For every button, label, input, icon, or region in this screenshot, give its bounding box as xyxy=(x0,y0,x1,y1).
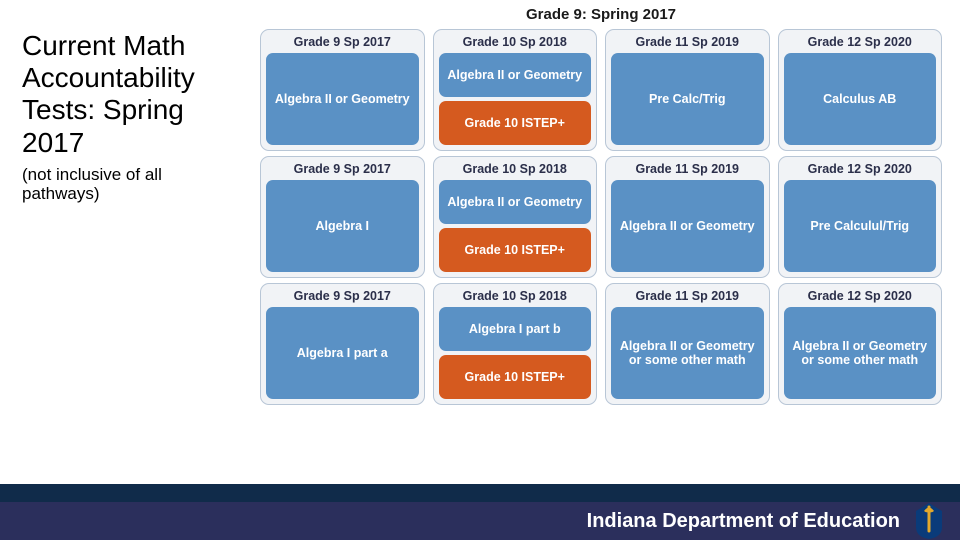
grade-card: Grade 10 Sp 2018 Algebra II or GeometryGr… xyxy=(433,156,598,278)
card-blocks: Algebra II or GeometryGrade 10 ISTEP+ xyxy=(439,53,592,145)
grade-card: Grade 11 Sp 2019 Pre Calc/Trig xyxy=(605,29,770,151)
card-blocks: Algebra I xyxy=(266,180,419,272)
grade-banner: Grade 9: Spring 2017 xyxy=(260,6,942,23)
assessment-block: Grade 10 ISTEP+ xyxy=(439,101,592,145)
grade-card: Grade 12 Sp 2020 Calculus AB xyxy=(778,29,943,151)
card-header: Grade 12 Sp 2020 xyxy=(784,162,937,176)
course-block: Algebra II or Geometry xyxy=(611,180,764,272)
slide-content: Current Math Accountability Tests: Sprin… xyxy=(0,0,960,484)
card-blocks: Algebra II or Geometry xyxy=(266,53,419,145)
card-blocks: Algebra I part bGrade 10 ISTEP+ xyxy=(439,307,592,399)
grade-card: Grade 11 Sp 2019 Algebra II or Geometry xyxy=(605,156,770,278)
card-blocks: Pre Calculul/Trig xyxy=(784,180,937,272)
slide-subtitle: (not inclusive of all pathways) xyxy=(22,165,242,204)
pathway-row: Grade 9 Sp 2017Algebra I part aGrade 10 … xyxy=(260,283,942,405)
slide-title: Current Math Accountability Tests: Sprin… xyxy=(22,30,242,159)
card-header: Grade 10 Sp 2018 xyxy=(439,289,592,303)
assessment-block: Grade 10 ISTEP+ xyxy=(439,355,592,399)
card-blocks: Algebra II or Geometry or some other mat… xyxy=(784,307,937,399)
grade-card: Grade 9 Sp 2017 Algebra I xyxy=(260,156,425,278)
footer: Indiana Department of Education xyxy=(0,484,960,540)
course-block: Algebra II or Geometry xyxy=(439,53,592,97)
grade-card: Grade 12 Sp 2020 Pre Calculul/Trig xyxy=(778,156,943,278)
grade-card: Grade 11 Sp 2019 Algebra II or Geometry o… xyxy=(605,283,770,405)
card-header: Grade 9 Sp 2017 xyxy=(266,289,419,303)
course-block: Algebra I xyxy=(266,180,419,272)
card-header: Grade 12 Sp 2020 xyxy=(784,35,937,49)
course-block: Pre Calculul/Trig xyxy=(784,180,937,272)
grade-card: Grade 10 Sp 2018 Algebra I part bGrade 10… xyxy=(433,283,598,405)
grade-card: Grade 9 Sp 2017 Algebra I part a xyxy=(260,283,425,405)
right-column: Grade 9: Spring 2017 Grade 9 Sp 2017 Alge… xyxy=(260,0,960,484)
course-block: Algebra II or Geometry xyxy=(439,180,592,224)
card-blocks: Algebra II or Geometry or some other mat… xyxy=(611,307,764,399)
footer-main: Indiana Department of Education xyxy=(0,502,960,540)
card-header: Grade 11 Sp 2019 xyxy=(611,162,764,176)
grade-card: Grade 9 Sp 2017 Algebra II or Geometry xyxy=(260,29,425,151)
assessment-block: Grade 10 ISTEP+ xyxy=(439,228,592,272)
card-header: Grade 10 Sp 2018 xyxy=(439,35,592,49)
course-block: Algebra I part a xyxy=(266,307,419,399)
card-blocks: Pre Calc/Trig xyxy=(611,53,764,145)
card-header: Grade 11 Sp 2019 xyxy=(611,35,764,49)
left-column: Current Math Accountability Tests: Sprin… xyxy=(0,0,260,484)
card-header: Grade 12 Sp 2020 xyxy=(784,289,937,303)
indiana-logo-icon xyxy=(912,501,946,541)
card-header: Grade 9 Sp 2017 xyxy=(266,35,419,49)
card-header: Grade 9 Sp 2017 xyxy=(266,162,419,176)
footer-org: Indiana Department of Education xyxy=(587,510,900,533)
pathway-row: Grade 9 Sp 2017Algebra II or GeometryGra… xyxy=(260,29,942,151)
footer-stripe xyxy=(0,484,960,502)
card-blocks: Algebra II or Geometry xyxy=(611,180,764,272)
pathway-rows: Grade 9 Sp 2017Algebra II or GeometryGra… xyxy=(260,29,942,405)
card-blocks: Calculus AB xyxy=(784,53,937,145)
grade-card: Grade 10 Sp 2018 Algebra II or GeometryGr… xyxy=(433,29,598,151)
course-block: Algebra II or Geometry or some other mat… xyxy=(784,307,937,399)
course-block: Algebra II or Geometry or some other mat… xyxy=(611,307,764,399)
card-header: Grade 10 Sp 2018 xyxy=(439,162,592,176)
course-block: Algebra II or Geometry xyxy=(266,53,419,145)
card-blocks: Algebra II or GeometryGrade 10 ISTEP+ xyxy=(439,180,592,272)
course-block: Calculus AB xyxy=(784,53,937,145)
course-block: Algebra I part b xyxy=(439,307,592,351)
pathway-row: Grade 9 Sp 2017Algebra IGrade 10 Sp 2018… xyxy=(260,156,942,278)
grade-card: Grade 12 Sp 2020 Algebra II or Geometry o… xyxy=(778,283,943,405)
card-blocks: Algebra I part a xyxy=(266,307,419,399)
course-block: Pre Calc/Trig xyxy=(611,53,764,145)
card-header: Grade 11 Sp 2019 xyxy=(611,289,764,303)
